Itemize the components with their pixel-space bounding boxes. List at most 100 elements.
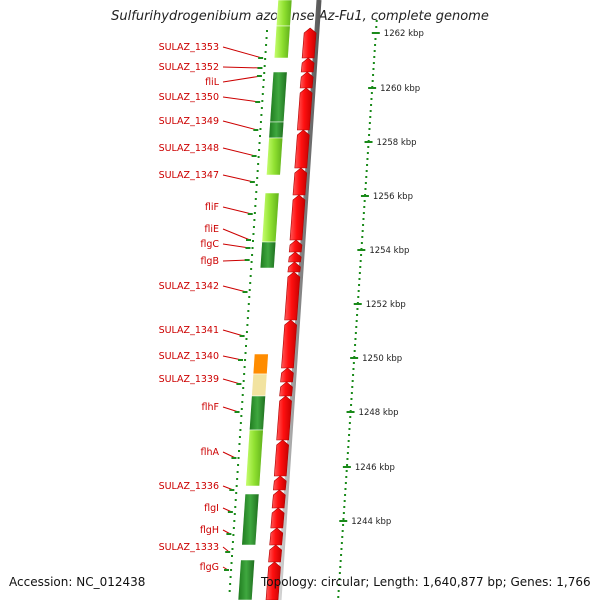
label-leader (222, 75, 262, 83)
ruler-dot (351, 386, 354, 388)
inner-dot (246, 317, 249, 319)
ruler-tick (339, 520, 348, 522)
ruler-tick (342, 466, 351, 468)
inner-dot (233, 513, 236, 515)
kbp-label: 1250 kbp (362, 354, 402, 364)
gene-block (261, 192, 280, 243)
ruler-dot (350, 398, 353, 400)
gene-tick (245, 247, 251, 249)
inner-dot (254, 205, 257, 207)
label-leader (222, 66, 262, 69)
ruler-dot (360, 242, 363, 244)
inner-dot (245, 338, 248, 340)
gene-block (252, 353, 269, 375)
ruler-dot (337, 590, 340, 592)
gene-tick (249, 181, 255, 183)
ruler-dot (371, 80, 374, 82)
inner-dot (232, 534, 235, 536)
inner-dot (259, 135, 261, 137)
ruler-dot (345, 470, 348, 472)
ruler-dot (361, 236, 364, 238)
ruler-dot (367, 146, 370, 148)
label-leader (222, 96, 260, 103)
ruler-dot (358, 278, 361, 280)
gene-block (241, 493, 260, 546)
inner-dot (262, 86, 265, 88)
ruler-dot (363, 200, 366, 202)
ruler-dot (356, 314, 359, 316)
ruler-dot (368, 128, 371, 130)
inner-dot (249, 282, 252, 284)
gene-label: SULAZ_1348 (159, 143, 219, 154)
gene-block (251, 373, 268, 397)
gene-tick (224, 569, 229, 571)
ruler-dot (337, 596, 340, 598)
label-leader (222, 243, 250, 249)
kbp-label: 1256 kbp (373, 192, 413, 202)
ruler-dot (348, 422, 351, 424)
inner-dot (249, 275, 252, 277)
cds-red (284, 271, 301, 321)
ruler-dot (374, 44, 377, 46)
gene-features (228, 0, 317, 600)
gene-tick (227, 511, 233, 513)
gene-label: SULAZ_1352 (159, 62, 219, 73)
kbp-label: 1244 kbp (351, 517, 391, 527)
ruler-dot (357, 296, 360, 298)
ruler-dot (346, 452, 349, 454)
ruler-dot (341, 530, 344, 532)
ruler-dot (357, 290, 360, 292)
ruler-dot (342, 512, 345, 514)
inner-dot (241, 394, 244, 396)
ruler-dot (369, 110, 372, 112)
ruler-dot (360, 254, 363, 256)
gene-tick (225, 551, 231, 553)
ruler-dot (338, 578, 341, 580)
inner-dot (236, 471, 239, 473)
gene-tick (257, 67, 263, 69)
ruler-dot (348, 434, 351, 436)
ruler-tick (357, 249, 366, 251)
cds-red (268, 544, 282, 563)
ruler-dot (343, 506, 346, 508)
gene-block (269, 71, 288, 123)
inner-dot (240, 408, 243, 410)
inner-dot (243, 373, 246, 375)
inner-dot (242, 380, 245, 382)
ruler-dot (344, 482, 347, 484)
inner-dot (252, 226, 255, 228)
inner-dot (228, 590, 231, 592)
ruler-dot (356, 308, 359, 310)
inner-dot (248, 289, 251, 291)
inner-dot (261, 100, 264, 102)
ruler-dot (359, 260, 362, 262)
gene-tick (247, 213, 253, 215)
label-leader (222, 46, 263, 59)
gene-block (273, 25, 291, 59)
inner-dot (264, 51, 267, 53)
ruler-dot (374, 38, 377, 40)
gene-label: SULAZ_1333 (159, 542, 219, 553)
inner-dot (247, 303, 250, 305)
ruler-dot (364, 188, 367, 190)
inner-dot (239, 422, 242, 424)
ruler-dot (340, 548, 343, 550)
inner-dot (240, 415, 243, 417)
cds-red (281, 319, 297, 369)
inner-dot (263, 72, 266, 74)
gene-label: SULAZ_1341 (159, 325, 219, 336)
ruler-dot (370, 104, 373, 106)
cds-red (279, 381, 293, 397)
gene-label: flhF (202, 402, 219, 413)
inner-dot (265, 37, 268, 39)
ruler-dot (347, 440, 350, 442)
cds-red (297, 87, 313, 131)
inner-dot (245, 345, 247, 347)
ruler-dot (352, 362, 355, 364)
inner-dot (233, 520, 236, 522)
cds-red (292, 167, 308, 196)
gene-label: SULAZ_1349 (159, 116, 219, 127)
ruler-tick (368, 87, 377, 89)
gene-tick (242, 291, 248, 293)
cds-red (265, 561, 281, 600)
